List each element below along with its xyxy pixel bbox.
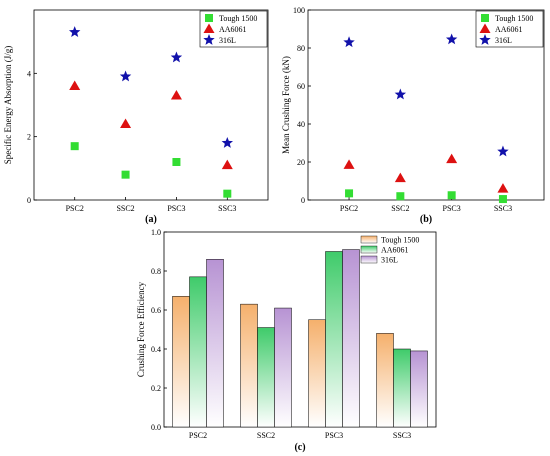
legend-marker xyxy=(203,23,215,33)
data-point xyxy=(172,158,181,166)
legend-label: AA6061 xyxy=(495,25,523,34)
data-point xyxy=(221,159,233,170)
y-tick-label: 0 xyxy=(27,196,31,205)
y-axis-label: Specific Energy Absorption (J/g) xyxy=(3,46,13,165)
legend-swatch xyxy=(360,245,378,254)
data-point xyxy=(69,80,81,90)
x-tick-label: PSC2 xyxy=(189,431,207,440)
data-point xyxy=(394,88,407,100)
y-tick-label: 0.2 xyxy=(151,384,161,393)
bar xyxy=(376,333,394,428)
data-point xyxy=(396,192,405,201)
bar xyxy=(393,348,411,428)
legend-marker xyxy=(479,34,491,45)
data-point xyxy=(343,159,355,169)
y-tick-label: 0.0 xyxy=(151,423,161,432)
plot-frame xyxy=(163,231,437,428)
data-point xyxy=(119,70,132,82)
y-axis-label: Crushing Force Efficiency xyxy=(136,281,146,377)
data-point xyxy=(498,195,507,204)
data-point xyxy=(345,189,354,198)
panel-label: (b) xyxy=(420,214,432,225)
legend-marker xyxy=(203,34,215,45)
data-point xyxy=(68,26,81,38)
x-tick-label: PSC2 xyxy=(66,204,84,213)
bar xyxy=(206,259,224,428)
plot-frame xyxy=(307,9,545,201)
x-tick-label: SSC2 xyxy=(257,431,275,440)
bar xyxy=(308,319,326,428)
panel-label: (a) xyxy=(145,214,157,225)
y-tick-label: 40 xyxy=(297,120,305,129)
y-tick-label: 0.4 xyxy=(151,345,161,354)
y-tick-label: 20 xyxy=(297,158,305,167)
data-point xyxy=(394,172,406,183)
panel-label: (c) xyxy=(294,442,305,453)
y-tick-label: 1.0 xyxy=(151,228,161,237)
bar xyxy=(172,296,190,428)
chart-mean-crushing-force: 0 20 40 60 80 100 PSC2 SSC2 PSC3 SSC3 Mean Crushin… xyxy=(281,6,545,225)
legend-label: 316L xyxy=(495,36,512,45)
data-point xyxy=(170,51,183,63)
data-point xyxy=(343,36,355,48)
legend-swatch xyxy=(360,235,378,244)
legend-label: 316L xyxy=(381,256,398,265)
bar xyxy=(240,303,258,428)
data-point xyxy=(170,90,182,100)
legend-label: Tough 1500 xyxy=(381,236,419,245)
legend-label: AA6061 xyxy=(219,25,247,34)
data-point xyxy=(447,191,456,200)
bar xyxy=(325,251,343,428)
data-point xyxy=(70,142,79,151)
bar xyxy=(410,350,428,428)
x-tick-label: SSC3 xyxy=(494,204,512,213)
data-point xyxy=(497,183,509,193)
bar xyxy=(274,307,292,428)
x-tick-label: PSC3 xyxy=(325,431,343,440)
y-tick-label: 0.8 xyxy=(151,267,161,276)
legend-marker xyxy=(481,14,489,22)
y-tick-label: 2 xyxy=(27,133,31,142)
x-tick-label: PSC3 xyxy=(167,204,185,213)
plot-frame xyxy=(33,9,269,201)
legend-swatch xyxy=(360,255,378,264)
x-tick-label: SSC2 xyxy=(391,204,409,213)
data-point xyxy=(121,170,130,179)
legend-label: AA6061 xyxy=(381,246,409,255)
x-tick-label: PSC3 xyxy=(443,204,461,213)
legend-marker xyxy=(205,14,213,22)
y-tick-label: 0 xyxy=(301,196,305,205)
y-tick-label: 0.6 xyxy=(151,306,161,315)
legend-marker xyxy=(479,23,491,33)
bar xyxy=(257,327,275,428)
data-point xyxy=(497,145,509,157)
y-tick-label: 60 xyxy=(297,82,305,91)
y-tick-label: 100 xyxy=(293,6,305,15)
y-tick-label: 80 xyxy=(297,44,305,53)
bar xyxy=(342,249,360,428)
data-point xyxy=(120,118,132,128)
legend-label: 316L xyxy=(219,36,236,45)
bar xyxy=(189,276,207,428)
data-point xyxy=(446,153,458,164)
x-tick-label: PSC2 xyxy=(340,204,358,213)
x-tick-label: SSC2 xyxy=(116,204,134,213)
y-axis-label: Mean Crushing Force (kN) xyxy=(281,56,291,154)
data-point xyxy=(445,33,458,45)
chart-specific-energy-absorption: 0 2 4 PSC2 SSC2 PSC3 SSC3 Specific Energy Absor… xyxy=(3,9,269,225)
x-tick-label: SSC3 xyxy=(393,431,411,440)
legend-label: Tough 1500 xyxy=(495,14,533,23)
y-tick-label: 4 xyxy=(27,69,31,78)
x-tick-label: SSC3 xyxy=(218,204,236,213)
data-point xyxy=(221,137,234,148)
chart-crushing-force-efficiency: 0.0 0.2 0.4 0.6 0.8 1.0 PSC2 SSC2 PSC3 SSC3 Crushi… xyxy=(136,228,437,453)
legend-label: Tough 1500 xyxy=(219,14,257,23)
data-point xyxy=(223,189,232,198)
